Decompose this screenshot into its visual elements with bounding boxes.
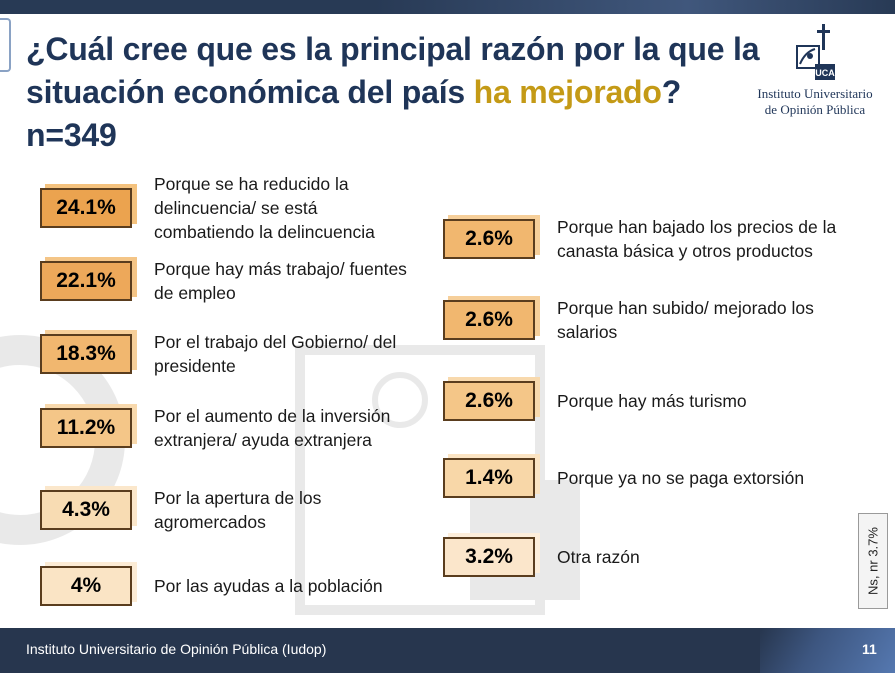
footer-text: Instituto Universitario de Opinión Públi…	[26, 641, 327, 657]
title-highlight: ha mejorado	[473, 74, 662, 110]
percentage-value: 11.2%	[40, 408, 132, 448]
percentage-value: 22.1%	[40, 261, 132, 301]
percentage-value: 2.6%	[443, 300, 535, 340]
percentage-box: 4.3%	[40, 486, 137, 530]
response-label: Porque se ha reducido la delincuencia/ s…	[154, 174, 375, 242]
percentage-value: 4.3%	[40, 490, 132, 530]
percentage-box: 3.2%	[443, 533, 540, 577]
percentage-box: 2.6%	[443, 377, 540, 421]
percentage-value: 4%	[40, 566, 132, 606]
response-label: Porque hay más trabajo/ fuentes de emple…	[154, 259, 407, 303]
response-label: Porque han subido/ mejorado los salarios	[557, 298, 814, 342]
footer-bar	[0, 628, 895, 673]
response-label: Porque ya no se paga extorsión	[557, 468, 805, 488]
footer-accent	[760, 628, 895, 673]
percentage-box: 2.6%	[443, 215, 540, 259]
uca-cross-icon: UCA	[796, 24, 835, 80]
percentage-box: 1.4%	[443, 454, 540, 498]
percentage-value: 24.1%	[40, 188, 132, 228]
percentage-box: 22.1%	[40, 257, 137, 301]
top-bar-accent	[375, 0, 895, 14]
percentage-value: 2.6%	[443, 381, 535, 421]
percentage-value: 1.4%	[443, 458, 535, 498]
percentage-box: 18.3%	[40, 330, 137, 374]
left-tab-decoration	[0, 18, 11, 72]
svg-text:UCA: UCA	[815, 68, 835, 78]
percentage-box: 11.2%	[40, 404, 137, 448]
logo-text: Instituto Universitario de Opinión Públic…	[757, 86, 873, 117]
response-label: Otra razón	[557, 547, 640, 567]
response-label: Por el trabajo del Gobierno/ del preside…	[154, 332, 397, 376]
percentage-box: 24.1%	[40, 184, 137, 228]
percentage-box: 2.6%	[443, 296, 540, 340]
sample-size: n=349	[26, 117, 117, 153]
nsnr-note: Ns, nr 3.7%	[858, 513, 888, 609]
page-number: 11	[862, 641, 877, 657]
response-label: Porque hay más turismo	[557, 391, 747, 411]
response-label: Por el aumento de la inversión extranjer…	[154, 406, 391, 450]
percentage-value: 3.2%	[443, 537, 535, 577]
percentage-box: 4%	[40, 562, 137, 606]
percentage-value: 2.6%	[443, 219, 535, 259]
response-label: Por la apertura de los agromercados	[154, 488, 322, 532]
response-label: Por las ayudas a la población	[154, 576, 383, 596]
iudop-logo: UCA Instituto Universitario de Opinión Pú…	[750, 24, 880, 124]
page-title: ¿Cuál cree que es la principal razón por…	[26, 31, 760, 153]
percentage-value: 18.3%	[40, 334, 132, 374]
response-label: Porque han bajado los precios de la cana…	[557, 217, 837, 261]
